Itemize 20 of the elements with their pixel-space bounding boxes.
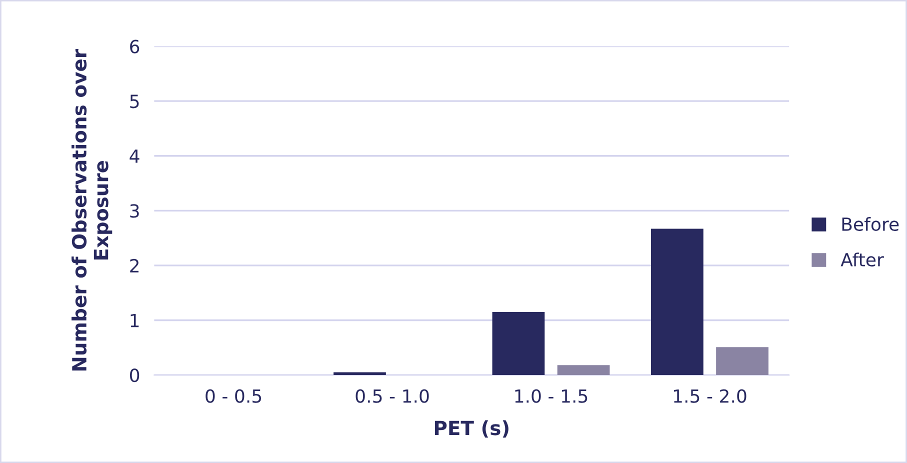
y-tick-label: 6	[130, 40, 140, 54]
y-axis-title: Number of Observations over Exposure	[72, 49, 112, 371]
bar	[557, 365, 610, 376]
y-tick-label: 0	[130, 368, 140, 382]
y-tick-label: 1	[130, 314, 139, 328]
x-tick-label: 1.5 - 2.0	[674, 389, 746, 403]
bar	[651, 228, 704, 376]
y-tick-label: 4	[130, 150, 140, 163]
bar	[492, 312, 545, 376]
legend-label: After	[840, 252, 884, 267]
bar	[334, 372, 386, 376]
bar	[716, 347, 768, 376]
y-tick-label: 2	[130, 258, 138, 272]
x-axis-title: PET (s)	[434, 420, 508, 438]
legend-label: Before	[842, 217, 899, 232]
y-tick-label: 5	[130, 94, 139, 108]
x-tick-label: 0.5 - 1.0	[356, 389, 429, 403]
x-tick-label: 1.0 - 1.5	[515, 389, 588, 403]
x-tick-label: 0 - 0.5	[206, 389, 262, 403]
y-tick-label: 3	[130, 204, 139, 218]
